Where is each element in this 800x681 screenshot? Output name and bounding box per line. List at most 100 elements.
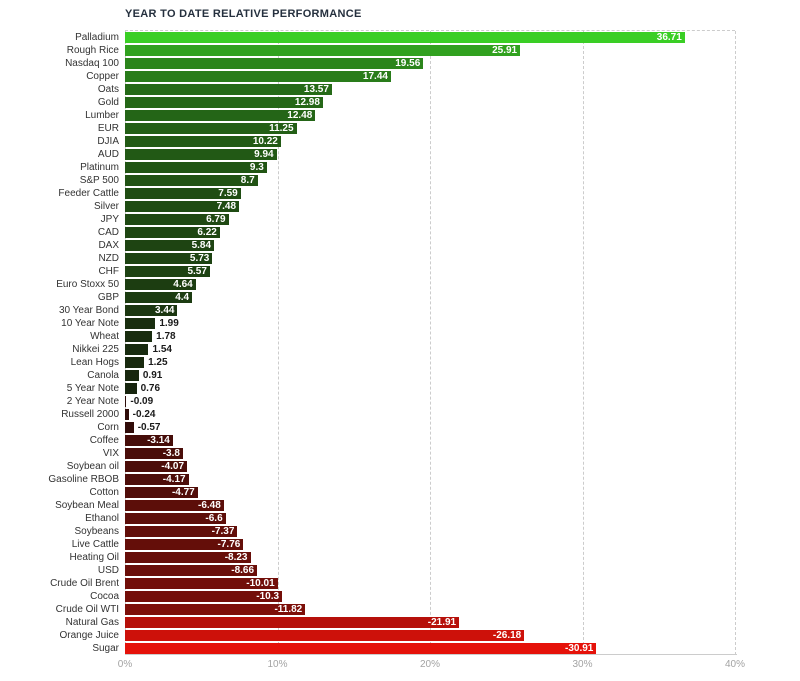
value-label: -4.77 — [171, 487, 195, 498]
bar[interactable]: 8.7 — [125, 175, 258, 186]
bar[interactable]: -7.76 — [125, 539, 244, 550]
bar-row: Nasdaq 100 19.56 — [0, 57, 800, 70]
bar-row: 2 Year Note -0.09 — [0, 395, 800, 408]
bar-track: -6.6 — [125, 513, 735, 524]
x-tick-label: 10% — [267, 659, 288, 670]
category-label: 5 Year Note — [66, 383, 119, 394]
bar[interactable]: 1.99 — [125, 318, 179, 329]
category-label: Canola — [87, 370, 119, 381]
bar[interactable]: 13.57 — [125, 84, 332, 95]
bar-track: -7.37 — [125, 526, 735, 537]
category-label: Crude Oil WTI — [55, 604, 119, 615]
bar-track: -30.91 — [125, 643, 735, 654]
value-label: -8.66 — [231, 565, 255, 576]
bar[interactable]: 0.91 — [125, 370, 162, 381]
value-label: -30.91 — [565, 643, 594, 654]
bar[interactable]: -26.18 — [125, 630, 525, 641]
bar-track: -21.91 — [125, 617, 735, 628]
bar-track: 1.54 — [125, 344, 735, 355]
bar[interactable]: 19.56 — [125, 58, 424, 69]
category-label: CHF — [98, 266, 119, 277]
bar[interactable]: -11.82 — [125, 604, 306, 615]
bar-row: NZD 5.73 — [0, 252, 800, 265]
value-label: 7.48 — [216, 201, 237, 212]
bar-track: 4.4 — [125, 292, 735, 303]
bar[interactable]: 9.3 — [125, 162, 267, 173]
bar[interactable]: 0.76 — [125, 383, 160, 394]
bar[interactable]: -6.6 — [125, 513, 226, 524]
bar[interactable]: 12.48 — [125, 110, 316, 121]
value-label: 3.44 — [154, 305, 175, 316]
bar[interactable]: -4.17 — [125, 474, 189, 485]
bar-row: Heating Oil -8.23 — [0, 551, 800, 564]
value-label: 5.84 — [191, 240, 212, 251]
bar[interactable]: -10.3 — [125, 591, 283, 602]
bar[interactable]: 7.59 — [125, 188, 241, 199]
category-label: JPY — [100, 214, 119, 225]
bar[interactable]: 10.22 — [125, 136, 281, 147]
bar[interactable]: -4.07 — [125, 461, 188, 472]
value-label: -10.3 — [256, 591, 280, 602]
bar[interactable]: -0.57 — [125, 422, 160, 433]
bar-row: Cocoa -10.3 — [0, 590, 800, 603]
bar[interactable]: 11.25 — [125, 123, 297, 134]
bar[interactable]: 17.44 — [125, 71, 391, 82]
value-label: 9.94 — [254, 149, 274, 160]
bar-row: 30 Year Bond 3.44 — [0, 304, 800, 317]
bar[interactable]: 6.79 — [125, 214, 229, 225]
bar[interactable]: -10.01 — [125, 578, 278, 589]
value-label: -3.14 — [147, 435, 170, 446]
bar[interactable]: 4.4 — [125, 292, 193, 303]
bar-track: 12.48 — [125, 110, 735, 121]
value-label: 6.22 — [197, 227, 217, 238]
bar[interactable]: 5.84 — [125, 240, 215, 251]
bar-track: 7.48 — [125, 201, 735, 212]
bar[interactable]: 5.73 — [125, 253, 213, 264]
bar-row: Silver 7.48 — [0, 200, 800, 213]
bar[interactable]: -3.14 — [125, 435, 173, 446]
category-label: Gold — [97, 97, 119, 108]
bar[interactable]: -8.66 — [125, 565, 258, 576]
bar-row: JPY 6.79 — [0, 213, 800, 226]
bar[interactable]: 1.78 — [125, 331, 176, 342]
bar[interactable]: -6.48 — [125, 500, 224, 511]
bar[interactable]: 4.64 — [125, 279, 196, 290]
bar-row: DAX 5.84 — [0, 239, 800, 252]
category-label: Copper — [86, 71, 119, 82]
bar-track: -4.07 — [125, 461, 735, 472]
bar[interactable]: 1.54 — [125, 344, 172, 355]
bar[interactable]: -30.91 — [125, 643, 597, 654]
bar[interactable]: 9.94 — [125, 149, 277, 160]
bar[interactable]: -0.24 — [125, 409, 155, 420]
value-label: 12.98 — [294, 97, 320, 108]
bar[interactable]: 5.57 — [125, 266, 210, 277]
bar[interactable]: -3.8 — [125, 448, 183, 459]
bar-row: Soybeans -7.37 — [0, 525, 800, 538]
bar-row: Live Cattle -7.76 — [0, 538, 800, 551]
bar-track: -4.77 — [125, 487, 735, 498]
value-label: -6.6 — [205, 513, 223, 524]
bar[interactable]: -8.23 — [125, 552, 251, 563]
bar[interactable]: -4.77 — [125, 487, 198, 498]
bar[interactable]: 7.48 — [125, 201, 240, 212]
bar[interactable]: -0.09 — [125, 396, 153, 407]
category-label: Soybeans — [74, 526, 119, 537]
bar[interactable]: -7.37 — [125, 526, 238, 537]
bar-track: 19.56 — [125, 58, 735, 69]
bar[interactable]: 6.22 — [125, 227, 220, 238]
bar[interactable]: 3.44 — [125, 305, 178, 316]
bar-track: 13.57 — [125, 84, 735, 95]
category-label: Lumber — [85, 110, 119, 121]
category-label: Russell 2000 — [61, 409, 119, 420]
bar[interactable]: 25.91 — [125, 45, 521, 56]
bar[interactable]: 12.98 — [125, 97, 323, 108]
bar[interactable]: 36.71 — [125, 32, 685, 43]
bar-row: Russell 2000 -0.24 — [0, 408, 800, 421]
bar[interactable]: -21.91 — [125, 617, 460, 628]
bar[interactable]: 1.25 — [125, 357, 168, 368]
category-label: Wheat — [90, 331, 119, 342]
bar-track: -26.18 — [125, 630, 735, 641]
category-label: Feeder Cattle — [58, 188, 119, 199]
value-label: -10.01 — [246, 578, 275, 589]
bar-row: Rough Rice 25.91 — [0, 44, 800, 57]
